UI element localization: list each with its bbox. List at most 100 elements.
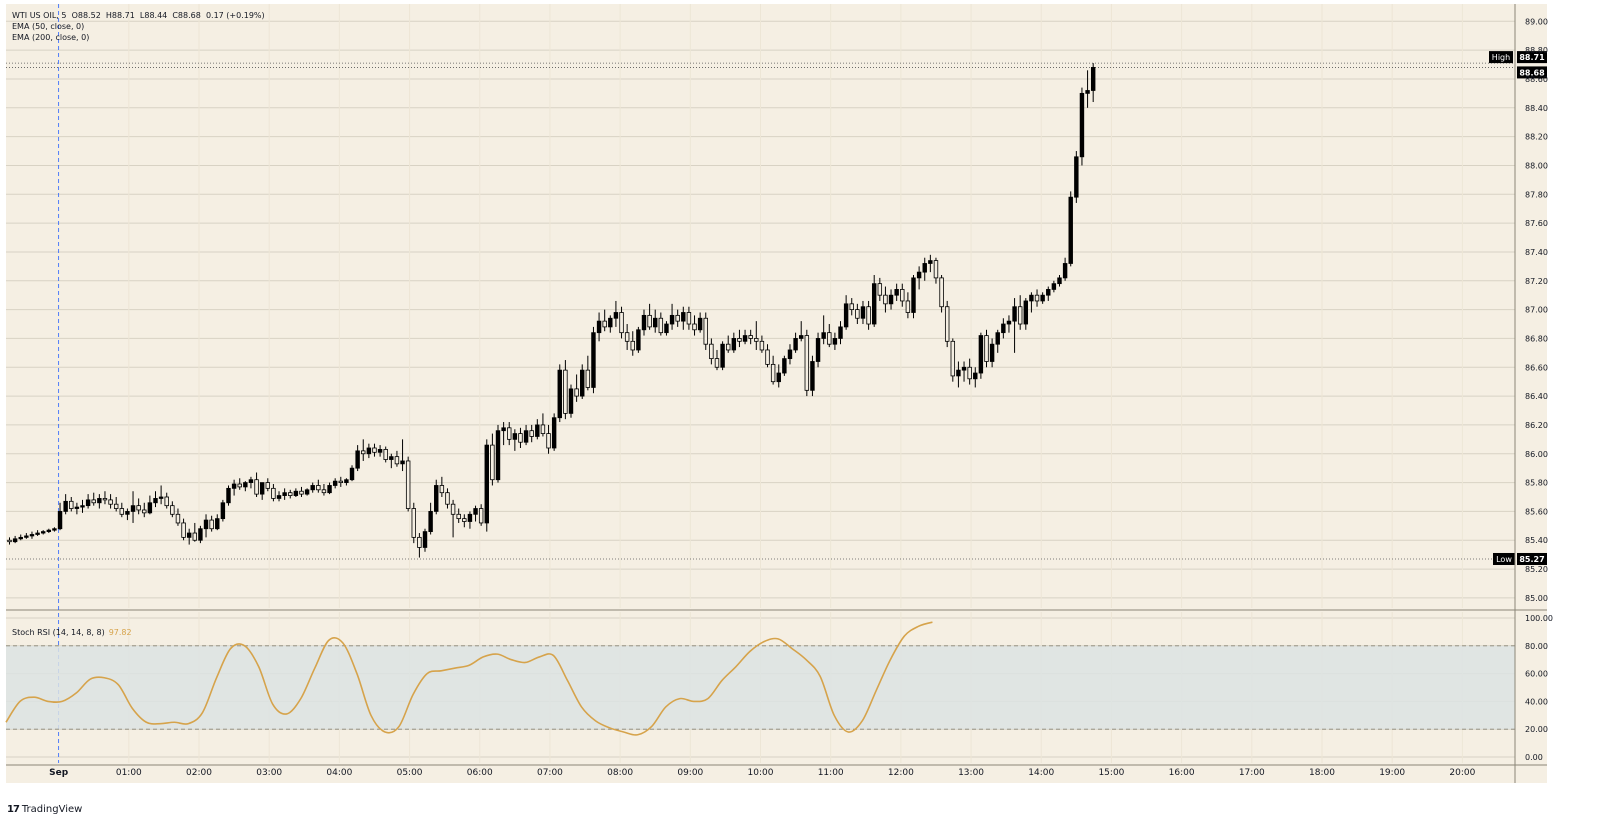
- candle-down: [546, 433, 551, 449]
- candle-up: [697, 317, 703, 331]
- low-tag-bg: [1493, 552, 1515, 565]
- candle-up: [843, 303, 849, 328]
- candle-up: [203, 519, 209, 530]
- high-low-lines: High 88.71 88.68 Low 85.27: [6, 51, 1547, 565]
- stoch-rsi-label: Stoch RSI (14, 14, 8, 8): [12, 628, 105, 637]
- candle-up: [681, 312, 686, 322]
- candle-up: [1001, 323, 1006, 334]
- candle-up: [821, 332, 826, 339]
- candle-down: [265, 482, 271, 489]
- candle-up: [304, 489, 310, 495]
- candle-up: [85, 499, 91, 507]
- tradingview-brand[interactable]: 17 TradingView: [7, 804, 82, 815]
- ohlc-high: H88.71: [105, 11, 135, 20]
- price-tick-label: 87.80: [1525, 190, 1548, 199]
- candle-down: [540, 424, 546, 434]
- price-tick-label: 85.80: [1525, 479, 1548, 488]
- candle-up: [1040, 294, 1045, 302]
- tradingview-logo-icon: 17: [7, 804, 20, 815]
- time-tick-label: 07:00: [537, 768, 563, 778]
- candle-down: [417, 536, 422, 548]
- candle-up: [332, 480, 338, 486]
- candle-up: [198, 528, 203, 541]
- high-value-label: 88.71: [1519, 53, 1545, 62]
- rsi-tick-label: 60.00: [1525, 670, 1548, 679]
- rsi-tick-label: 80.00: [1525, 642, 1548, 651]
- candle-down: [748, 335, 753, 339]
- candle-up: [793, 338, 798, 351]
- candle-up: [1068, 196, 1073, 264]
- candle-up: [495, 430, 501, 481]
- candle-up: [80, 505, 85, 508]
- price-tick-label: 87.60: [1525, 219, 1548, 228]
- candle-down: [804, 335, 810, 391]
- time-tick-label: 09:00: [677, 768, 703, 778]
- candle-up: [1029, 294, 1034, 302]
- ohlc-open: O88.52: [71, 11, 101, 20]
- candle-up: [1051, 283, 1057, 290]
- candle-down: [288, 492, 293, 496]
- candle-down: [91, 499, 96, 504]
- candle-up: [922, 263, 927, 273]
- time-tick-label: 20:00: [1449, 768, 1475, 778]
- candle-down: [624, 332, 630, 342]
- candle-down: [647, 314, 652, 328]
- candle-down: [113, 503, 119, 509]
- candle-up: [989, 343, 995, 362]
- candle-up: [473, 508, 478, 515]
- chart-legend: WTI US OIL, 5 O88.52 H88.71 L88.44 C88.6…: [12, 10, 265, 43]
- candle-up: [18, 536, 23, 540]
- time-axis[interactable]: Sep 01:00 02:00 03:00 04:00 05:00 06:00 07:00 08…: [49, 768, 1475, 778]
- candle-up: [46, 529, 52, 532]
- price-tick-label: 85.60: [1525, 507, 1548, 516]
- interval[interactable]: 5: [61, 11, 67, 20]
- candle-down: [164, 496, 169, 507]
- high-value-bg: [1517, 51, 1547, 64]
- symbol-name[interactable]: WTI US OIL: [12, 11, 57, 20]
- candle-down: [394, 456, 400, 465]
- time-tick-label: 16:00: [1169, 768, 1195, 778]
- candle-up: [535, 424, 540, 437]
- candle-up: [978, 335, 984, 374]
- time-tick-label: 06:00: [467, 768, 493, 778]
- candle-down: [984, 335, 989, 362]
- candle-up: [742, 335, 748, 342]
- candle-down: [602, 320, 607, 328]
- candle-up: [815, 338, 821, 362]
- rsi-tick-label: 40.00: [1525, 697, 1548, 706]
- candle-up: [63, 500, 68, 512]
- price-axis[interactable]: 89.00 88.80 88.60 88.40 88.20 88.00 87.80 87.60…: [1514, 4, 1553, 783]
- candle-down: [726, 343, 731, 351]
- candle-up: [130, 505, 136, 512]
- candle-up: [653, 317, 658, 328]
- candle-up: [344, 479, 349, 483]
- candle-up: [57, 511, 63, 530]
- candle-down: [175, 513, 181, 524]
- time-tick-label: 03:00: [256, 768, 282, 778]
- ema200-legend[interactable]: EMA (200, close, 0): [12, 33, 90, 42]
- candle-up: [1057, 277, 1062, 285]
- time-tick-label: 15:00: [1098, 768, 1124, 778]
- time-tick-label: 13:00: [958, 768, 984, 778]
- candle-down: [254, 479, 259, 495]
- price-tick-label: 88.60: [1525, 75, 1548, 84]
- price-tick-label: 88.00: [1525, 161, 1548, 170]
- rsi-tick-label: 20.00: [1525, 725, 1548, 734]
- ohlc-change: 0.17 (+0.19%): [205, 11, 265, 20]
- candle-up: [568, 388, 574, 414]
- time-tick-label: 19:00: [1379, 768, 1405, 778]
- candle-up: [276, 495, 282, 499]
- candle-up: [349, 467, 355, 481]
- stoch-rsi-legend[interactable]: Stoch RSI (14, 14, 8, 8) 97.82: [12, 628, 132, 637]
- candle-down: [855, 309, 860, 319]
- price-tick-label: 86.80: [1525, 334, 1548, 343]
- high-tag-label: High: [1492, 53, 1510, 62]
- candle-down: [321, 489, 327, 494]
- legend-main-line: WTI US OIL, 5 O88.52 H88.71 L88.44 C88.6…: [12, 11, 265, 20]
- ema50-legend[interactable]: EMA (50, close, 0): [12, 22, 85, 31]
- price-tick-label: 88.80: [1525, 46, 1548, 55]
- time-tick-label: 12:00: [888, 768, 914, 778]
- candle-up: [782, 358, 787, 374]
- candle-down: [445, 492, 450, 505]
